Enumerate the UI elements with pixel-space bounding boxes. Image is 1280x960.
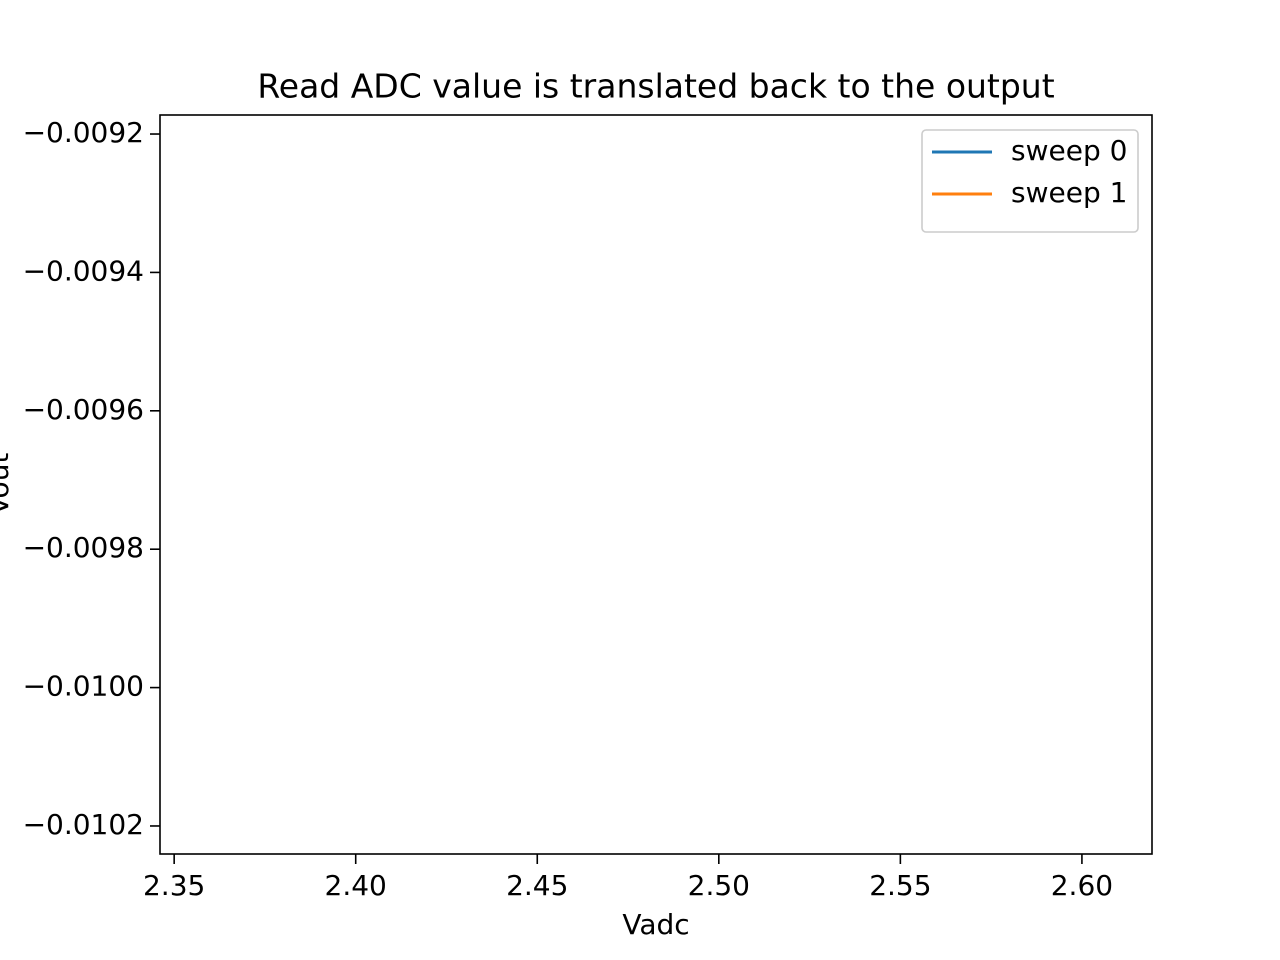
y-tick-label: −0.0096 (23, 393, 144, 426)
legend-label: sweep 1 (1011, 176, 1127, 209)
y-tick-label: −0.0094 (23, 254, 144, 287)
x-tick-label: 2.40 (325, 869, 387, 902)
x-tick-label: 2.35 (143, 869, 205, 902)
chart-title: Read ADC value is translated back to the… (257, 67, 1054, 106)
x-tick-label: 2.60 (1051, 869, 1113, 902)
legend-label: sweep 0 (1011, 134, 1127, 167)
x-tick-label: 2.50 (688, 869, 750, 902)
x-tick-label: 2.55 (869, 869, 931, 902)
y-axis-label: Vout (0, 453, 15, 516)
y-tick-label: −0.0100 (23, 670, 144, 703)
x-axis-label: Vadc (622, 908, 689, 941)
y-tick-label: −0.0092 (23, 116, 144, 149)
plot-frame (159, 114, 1153, 855)
x-tick-label: 2.45 (506, 869, 568, 902)
legend-box (921, 129, 1139, 233)
y-tick-label: −0.0102 (23, 808, 144, 841)
y-tick-label: −0.0098 (23, 531, 144, 564)
